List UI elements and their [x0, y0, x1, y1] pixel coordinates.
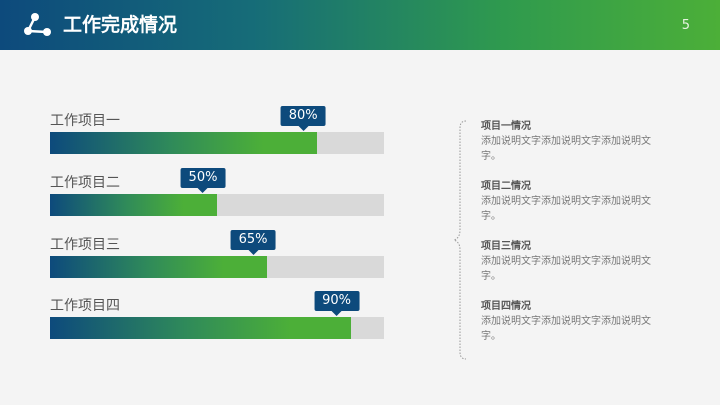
progress-item: 工作项目三 65% — [50, 230, 384, 278]
percent-badge: 90% — [314, 291, 360, 316]
progress-item: 工作项目一 80% — [50, 106, 384, 154]
description-block: 项目一情况 添加说明文字添加说明文字添加说明文字。 — [481, 120, 651, 164]
description-block: 项目四情况 添加说明文字添加说明文字添加说明文字。 — [481, 300, 651, 344]
brace-divider — [452, 120, 467, 360]
header-bar: 工作完成情况 5 — [0, 0, 720, 50]
percent-badge: 80% — [280, 106, 326, 131]
progress-fill — [50, 256, 268, 278]
progress-label: 工作项目一 — [50, 113, 120, 129]
page-title: 工作完成情况 — [63, 14, 178, 36]
description-title: 项目二情况 — [481, 181, 531, 192]
description-title: 项目一情况 — [481, 121, 531, 132]
percent-badge: 50% — [180, 168, 226, 193]
description-block: 项目二情况 添加说明文字添加说明文字添加说明文字。 — [481, 180, 651, 224]
progress-fill — [50, 317, 351, 339]
description-text: 添加说明文字添加说明文字添加说明文字。 — [481, 136, 651, 162]
progress-fill — [50, 132, 318, 154]
page-number: 5 — [681, 18, 690, 33]
description-title: 项目三情况 — [481, 241, 531, 252]
progress-label: 工作项目二 — [50, 175, 120, 191]
percent-badge: 65% — [230, 230, 276, 255]
share-nodes-icon — [24, 13, 51, 36]
description-block: 项目三情况 添加说明文字添加说明文字添加说明文字。 — [481, 240, 651, 284]
progress-label: 工作项目四 — [50, 298, 120, 314]
progress-fill — [50, 194, 217, 216]
description-text: 添加说明文字添加说明文字添加说明文字。 — [481, 196, 651, 222]
progress-item: 工作项目四 90% — [50, 291, 384, 339]
progress-label: 工作项目三 — [50, 237, 120, 253]
description-text: 添加说明文字添加说明文字添加说明文字。 — [481, 256, 651, 282]
description-text: 添加说明文字添加说明文字添加说明文字。 — [481, 316, 651, 342]
progress-item: 工作项目二 50% — [50, 168, 384, 216]
description-title: 项目四情况 — [481, 301, 531, 312]
